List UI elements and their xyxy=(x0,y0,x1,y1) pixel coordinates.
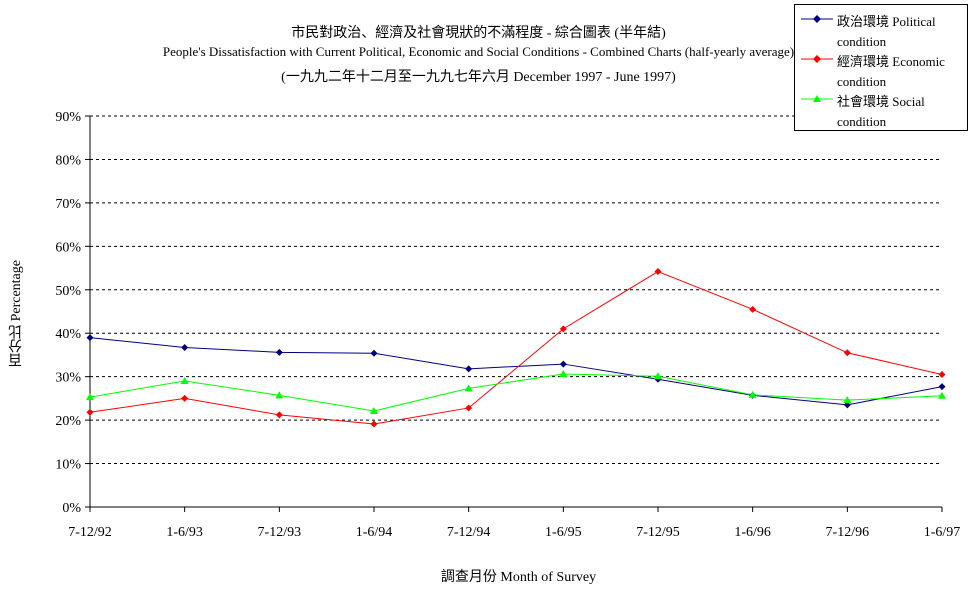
x-tick-label: 1-6/96 xyxy=(734,525,771,540)
x-tick-label: 7-12/93 xyxy=(258,525,302,540)
data-point-economic xyxy=(465,404,473,412)
legend-marker-political xyxy=(801,15,833,23)
data-point-political xyxy=(370,349,378,357)
data-point-economic xyxy=(938,370,946,378)
y-tick-label: 70% xyxy=(55,197,81,212)
x-tick-label: 1-6/94 xyxy=(356,525,393,540)
legend-label-political: 政治環境 Political condition xyxy=(837,14,936,49)
data-point-political xyxy=(843,401,851,409)
y-tick-label: 0% xyxy=(62,501,81,516)
data-point-economic xyxy=(843,349,851,357)
chart-subtitle-english: People's Dissatisfaction with Current Po… xyxy=(162,44,795,59)
data-point-economic xyxy=(86,408,94,416)
x-tick-label: 7-12/92 xyxy=(68,525,112,540)
data-point-economic xyxy=(370,420,378,428)
series-line-social xyxy=(89,373,943,412)
data-point-economic xyxy=(654,268,662,276)
y-tick-label: 10% xyxy=(55,458,81,473)
legend-entry-political: 政治環境 Political condition xyxy=(795,7,967,49)
legend-entry-economic: 經濟環境 Economic condition xyxy=(795,47,967,89)
data-point-economic xyxy=(749,305,757,313)
y-tick-label: 30% xyxy=(55,371,81,386)
data-point-social xyxy=(843,396,852,404)
x-tick-label: 7-12/96 xyxy=(826,525,870,540)
data-point-social xyxy=(938,391,946,399)
x-tick-label: 1-6/97 xyxy=(924,525,961,540)
data-point-political xyxy=(465,365,473,373)
y-tick-label: 50% xyxy=(55,284,81,299)
y-tick-label: 60% xyxy=(55,240,81,255)
y-tick-label: 40% xyxy=(55,327,81,342)
data-point-economic xyxy=(181,394,189,402)
data-point-social xyxy=(275,391,284,399)
series-line-political xyxy=(89,337,943,406)
x-axis-label: 調查月份 Month of Survey xyxy=(440,570,597,585)
y-axis-label: 百分比 Percentage xyxy=(9,260,24,367)
data-point-social xyxy=(748,390,757,398)
data-point-political xyxy=(559,360,567,368)
data-point-social xyxy=(86,393,94,401)
legend-marker-economic xyxy=(801,55,833,63)
legend-marker-social xyxy=(801,95,833,102)
legend-label-economic: 經濟環境 Economic condition xyxy=(837,54,945,89)
legend: 政治環境 Political condition 經濟環境 Economic c… xyxy=(794,4,968,131)
x-tick-label: 1-6/95 xyxy=(545,525,582,540)
data-point-economic xyxy=(275,411,283,419)
data-point-political xyxy=(938,383,946,391)
legend-label-social: 社會環境 Social condition xyxy=(837,94,925,129)
data-point-social xyxy=(180,377,189,385)
chart-period: (一九九二年十二月至一九九七年六月 December 1997 - June 1… xyxy=(281,70,676,85)
y-tick-label: 80% xyxy=(55,153,81,168)
data-point-economic xyxy=(559,325,567,333)
data-point-social xyxy=(370,406,378,414)
data-point-social xyxy=(464,384,473,392)
x-tick-label: 1-6/93 xyxy=(166,525,203,540)
legend-entry-social: 社會環境 Social condition xyxy=(795,87,967,129)
y-tick-label: 90% xyxy=(55,110,81,125)
chart-title: 市民對政治、經濟及社會現狀的不滿程度 - 綜合圖表 (半年結) xyxy=(291,26,666,41)
data-point-social xyxy=(654,372,662,380)
data-point-political xyxy=(86,334,94,342)
series-line-economic xyxy=(89,270,943,425)
x-tick-label: 7-12/95 xyxy=(636,525,680,540)
x-tick-label: 7-12/94 xyxy=(447,525,491,540)
data-point-political xyxy=(181,344,189,352)
data-point-social xyxy=(559,370,568,378)
y-tick-label: 20% xyxy=(55,414,81,429)
data-point-political xyxy=(275,348,283,356)
